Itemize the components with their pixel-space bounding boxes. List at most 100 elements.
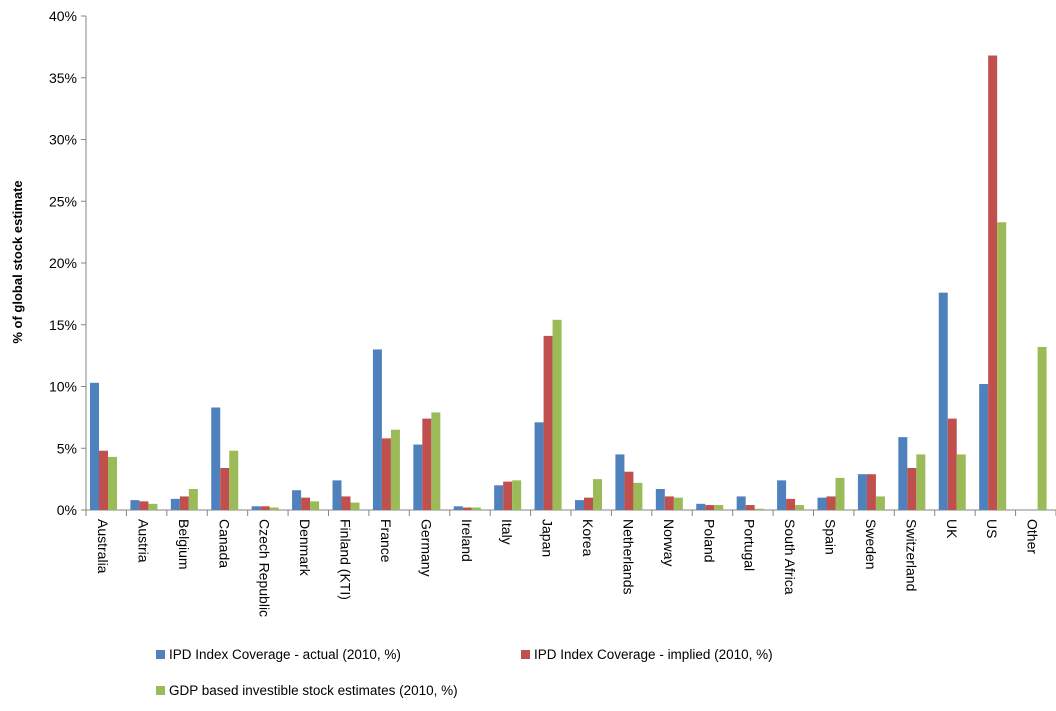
bar bbox=[220, 468, 230, 510]
x-tick-label: Korea bbox=[580, 519, 596, 557]
bar bbox=[655, 489, 665, 510]
bar bbox=[916, 454, 926, 510]
bar bbox=[795, 505, 805, 510]
bar bbox=[938, 292, 948, 510]
y-tick-label: 15% bbox=[49, 317, 77, 333]
bar bbox=[956, 454, 966, 510]
x-axis-ticks: Australia Austria Belgium Canada Czech Repub… bbox=[85, 510, 1056, 617]
bar bbox=[341, 496, 351, 510]
x-tick-label: Japan bbox=[540, 519, 556, 557]
bar bbox=[422, 418, 432, 510]
bar bbox=[745, 505, 755, 510]
bar bbox=[211, 407, 221, 510]
bar bbox=[777, 480, 787, 510]
y-tick-label: 0% bbox=[57, 502, 77, 518]
bar bbox=[754, 508, 764, 510]
x-tick-label: Spain bbox=[823, 519, 839, 555]
x-tick-label: France bbox=[378, 519, 394, 563]
y-tick-label: 10% bbox=[49, 379, 77, 395]
y-axis-label: % of global stock estimate bbox=[10, 180, 25, 343]
x-tick-label: UK bbox=[944, 519, 960, 539]
legend-swatch bbox=[521, 650, 530, 659]
bar bbox=[292, 490, 302, 510]
bar bbox=[301, 497, 311, 510]
bar bbox=[251, 506, 261, 510]
x-tick-label: Germany bbox=[418, 519, 434, 577]
y-tick-label: 20% bbox=[49, 255, 77, 271]
bar bbox=[188, 489, 198, 510]
bar bbox=[673, 497, 683, 510]
bar bbox=[705, 505, 715, 510]
bar bbox=[431, 412, 441, 510]
x-tick-label: Sweden bbox=[863, 519, 879, 570]
legend-entry: GDP based investible stock estimates (20… bbox=[169, 683, 458, 698]
bar bbox=[988, 55, 998, 511]
bar bbox=[857, 474, 867, 510]
y-tick-label: 35% bbox=[49, 70, 77, 86]
bar bbox=[390, 429, 400, 510]
x-tick-label: South Africa bbox=[782, 519, 798, 595]
bar bbox=[875, 496, 885, 510]
bar bbox=[229, 450, 239, 510]
bar bbox=[947, 418, 957, 510]
bar bbox=[494, 485, 504, 510]
x-tick-label: Denmark bbox=[297, 519, 313, 577]
bar bbox=[310, 501, 320, 510]
bar bbox=[130, 500, 140, 510]
bar bbox=[372, 349, 382, 510]
bar bbox=[148, 503, 158, 510]
bar bbox=[866, 474, 876, 510]
bar bbox=[543, 335, 553, 510]
y-tick-label: 25% bbox=[49, 193, 77, 209]
legend-swatch bbox=[156, 650, 165, 659]
bar bbox=[575, 500, 584, 510]
x-tick-label: Norway bbox=[661, 519, 677, 566]
bar bbox=[615, 454, 625, 510]
bar bbox=[453, 506, 463, 510]
y-tick-label: 5% bbox=[57, 440, 77, 456]
bar bbox=[817, 497, 827, 510]
x-tick-label: Other bbox=[1025, 519, 1041, 554]
bar bbox=[471, 507, 481, 510]
bar bbox=[413, 444, 423, 510]
bar bbox=[786, 498, 796, 510]
bar bbox=[835, 477, 845, 510]
x-tick-label: Austria bbox=[135, 519, 151, 563]
x-tick-label: Czech Republic bbox=[257, 519, 273, 617]
x-tick-label: Poland bbox=[701, 519, 717, 563]
bar bbox=[108, 456, 117, 510]
bar bbox=[381, 438, 391, 510]
bar bbox=[907, 468, 917, 510]
x-tick-label: Italy bbox=[499, 519, 515, 545]
legend-swatch bbox=[156, 686, 165, 695]
x-tick-label: Canada bbox=[216, 519, 232, 568]
bar bbox=[584, 497, 593, 510]
bar bbox=[714, 505, 724, 510]
bar bbox=[997, 222, 1007, 510]
legend-entry: IPD Index Coverage - actual (2010, %) bbox=[169, 647, 401, 662]
x-tick-label: Ireland bbox=[459, 519, 475, 562]
bar bbox=[736, 496, 746, 510]
bar bbox=[260, 506, 270, 510]
bar bbox=[593, 479, 602, 511]
x-tick-label: Switzerland bbox=[903, 519, 919, 591]
x-tick-label: Portugal bbox=[742, 519, 758, 571]
bar bbox=[633, 482, 643, 510]
bar bbox=[552, 319, 562, 510]
bars bbox=[90, 55, 1047, 511]
x-tick-label: Belgium bbox=[176, 519, 192, 570]
bar bbox=[696, 503, 706, 510]
bar bbox=[503, 481, 513, 510]
bar bbox=[664, 496, 674, 510]
bar bbox=[1037, 346, 1047, 510]
x-tick-label: Netherlands bbox=[620, 519, 636, 595]
legend-entry: IPD Index Coverage - implied (2010, %) bbox=[534, 647, 773, 662]
bar bbox=[534, 422, 544, 510]
bar bbox=[170, 498, 180, 510]
bar bbox=[90, 382, 99, 510]
bar bbox=[332, 480, 342, 510]
x-tick-label: US bbox=[984, 519, 1000, 538]
bar bbox=[979, 384, 989, 510]
bar bbox=[179, 496, 189, 510]
bar bbox=[350, 502, 360, 510]
